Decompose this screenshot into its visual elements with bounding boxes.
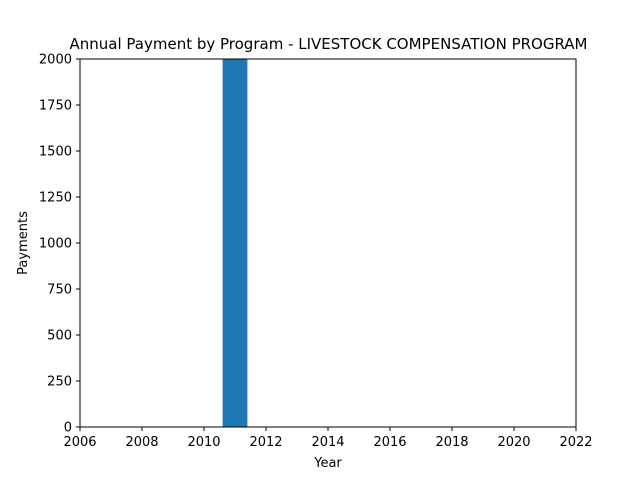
x-axis-ticks: 2006 2008 2010 2012 2014 2016 2018 2020 2022 [63, 427, 593, 450]
x-tick-label: 2010 [187, 435, 220, 450]
y-tick-label: 750 [47, 283, 72, 298]
y-tick-label: 2000 [39, 53, 72, 68]
x-tick-label: 2012 [249, 435, 282, 450]
x-tick-label: 2016 [373, 435, 406, 450]
plot-frame [79, 58, 577, 428]
bar-2011 [222, 59, 248, 427]
y-tick-label: 1750 [39, 99, 72, 114]
y-tick-label: 1500 [39, 145, 72, 160]
x-tick-label: 2022 [559, 435, 592, 450]
x-tick-label: 2006 [63, 435, 96, 450]
y-tick-label: 1250 [39, 191, 72, 206]
y-tick-label: 250 [47, 375, 72, 390]
chart-title: Annual Payment by Program - LIVESTOCK CO… [70, 35, 588, 53]
x-tick-label: 2014 [311, 435, 344, 450]
x-tick-label: 2020 [497, 435, 530, 450]
y-tick-label: 500 [47, 329, 72, 344]
x-tick-label: 2018 [435, 435, 468, 450]
bars-layer [222, 59, 248, 427]
x-axis-label: Year [313, 456, 342, 471]
y-axis-label: Payments [16, 211, 31, 275]
y-axis-ticks: 0 250 500 750 1000 1250 1500 1750 2000 [39, 53, 80, 436]
y-tick-label: 1000 [39, 237, 72, 252]
x-tick-label: 2008 [125, 435, 158, 450]
y-tick-label: 0 [64, 421, 72, 436]
